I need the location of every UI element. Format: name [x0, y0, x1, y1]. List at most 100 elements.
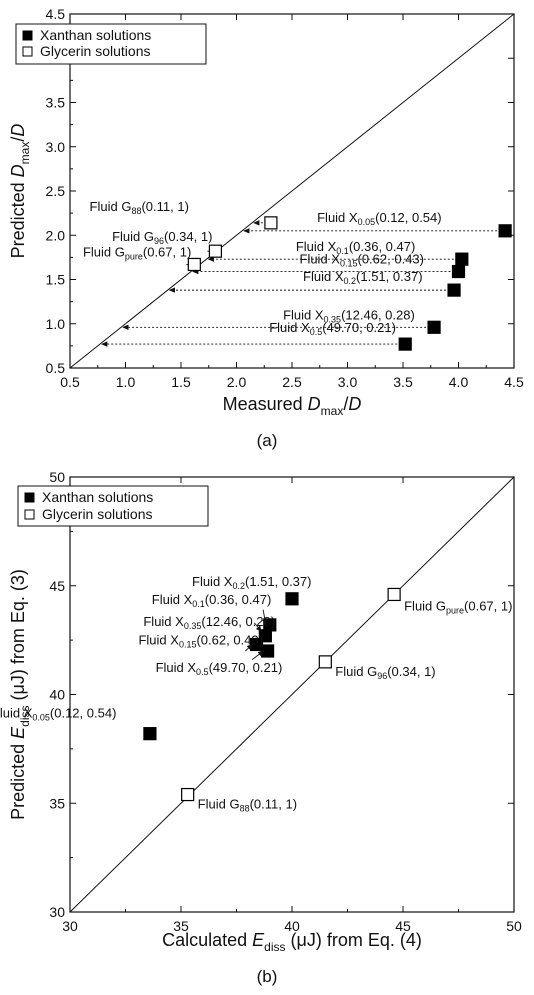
point-label: Fluid X0.15(0.62, 0.43)	[138, 632, 262, 649]
point-label-sub: 0.35	[184, 621, 202, 631]
point-label-sub: pure	[446, 605, 464, 615]
point-label-sub: 0.5	[196, 667, 209, 677]
point-label: Fluid Gpure(0.67, 1)	[404, 598, 512, 615]
point-label-sub: 88	[131, 206, 141, 216]
y-tick-label: 4.5	[46, 6, 66, 22]
label-leader-arrow	[253, 622, 262, 633]
xanthan-point	[447, 283, 461, 297]
point-label-params: (0.36, 0.47)	[349, 239, 416, 254]
point-label-sub: pure	[125, 251, 143, 261]
point-label-name: Fluid X	[317, 210, 358, 225]
point-label-sub: 0.2	[344, 276, 357, 286]
point-label-name: Fluid G	[83, 244, 125, 259]
x-axis-label-var: D	[308, 394, 321, 414]
x-axis-label-var: E	[252, 930, 265, 950]
point-label-name: Fluid X	[303, 269, 344, 284]
xanthan-point	[398, 337, 412, 351]
point-label-name: Fluid X	[152, 592, 193, 607]
x-axis-label: Calculated Ediss (μJ) from Eq. (4)	[162, 930, 422, 954]
y-axis-label: Predicted Dmax/D	[8, 124, 32, 259]
label-leader-arrow	[251, 650, 265, 661]
x-tick-label: 2.5	[282, 374, 302, 390]
point-label-sub: 88	[240, 804, 250, 814]
y-axis-label-rest: (μJ) from Eq. (3)	[8, 569, 28, 705]
chart-caption: (a)	[257, 431, 278, 450]
legend-entry: Glycerin solutions	[40, 43, 151, 59]
point-label-params: (0.62, 0.43)	[358, 252, 425, 267]
glycerin-point	[387, 587, 401, 602]
x-tick-label: 1.5	[171, 374, 191, 390]
y-tick-label: 3.0	[46, 139, 66, 155]
point-label: Fluid X0.1(0.36, 0.47)	[152, 592, 271, 609]
point-label-params: (49.70, 0.21)	[209, 660, 283, 675]
point-label-params: (0.36, 0.47)	[205, 592, 271, 607]
y-axis-label: Predicted Ediss (μJ) from Eq. (3)	[8, 569, 32, 820]
legend-open-square-icon	[22, 46, 33, 57]
glycerin-point	[318, 655, 332, 669]
point-label: Fluid G96(0.34, 1)	[112, 229, 212, 246]
chart-b: 30 35 40 45 50 30 35 40 45 50 Calculated Ediss (μJ…	[0, 469, 522, 986]
point-label-name: Fluid X	[138, 632, 179, 647]
x-tick-label: 0.5	[60, 374, 80, 390]
y-tick-label: 1.0	[46, 316, 66, 332]
x-tick-label: 40	[284, 918, 300, 934]
y-tick-label: 1.5	[46, 272, 66, 288]
point-label-params: (49.70, 0.21)	[322, 320, 396, 335]
point-label-sub: 0.15	[340, 259, 358, 269]
diagonal-line	[69, 476, 515, 913]
x-axis-label: Measured Dmax/D	[223, 394, 362, 418]
legend-entry: Xanthan solutions	[40, 27, 151, 43]
legend-open-square-icon	[24, 509, 35, 520]
point-label-sub: 0.15	[179, 639, 197, 649]
point-label-name: Fluid X	[156, 660, 197, 675]
y-axis-label-var: D	[8, 164, 28, 177]
point-label-sub: 0.05	[358, 217, 376, 227]
point-label: Fluid X0.1(0.36, 0.47)	[296, 239, 415, 256]
xanthan-point	[285, 592, 299, 606]
point-label-params: (12.46, 0.28)	[341, 307, 415, 322]
point-label-name: Fluid X	[143, 614, 184, 629]
point-label-params: (0.34, 1)	[387, 664, 435, 679]
y-tick-label: 50	[49, 469, 65, 485]
point-label-name: Fluid G	[90, 199, 132, 214]
glycerin-point	[208, 244, 223, 258]
point-label-name: Fluid X	[192, 574, 233, 589]
x-tick-label: 1.0	[116, 374, 136, 390]
point-label-sub: 0.1	[336, 246, 349, 256]
x-tick-label: 3.0	[338, 374, 358, 390]
xanthan-point	[451, 264, 466, 279]
x-tick-label: 3.5	[393, 374, 413, 390]
point-label-params: (0.34, 1)	[164, 229, 212, 244]
point-label-sub: 96	[154, 236, 164, 246]
y-axis-label-rest: /	[8, 137, 28, 142]
x-axis-label-pre: Measured	[223, 394, 308, 414]
chart-a: 0.5 1.0 1.5 2.0 2.5 3.0 3.5 4.0 4.5 0.5 1.0 1.5 2.0 2…	[8, 6, 524, 450]
point-label-params: (1.51, 0.37)	[356, 269, 423, 284]
xanthan-point	[498, 224, 512, 238]
x-tick-label: 2.0	[227, 374, 247, 390]
point-label: Fluid X0.2(1.51, 0.37)	[192, 574, 311, 591]
label-leader-arrow	[245, 643, 254, 652]
point-label-sub: 0.5	[310, 327, 323, 337]
x-tick-label: 4.0	[449, 374, 469, 390]
point-label-sub: 0.35	[324, 314, 342, 324]
xanthan-point	[427, 320, 441, 334]
y-axis-label-sub: diss	[18, 705, 32, 726]
point-label-name: Fluid X	[269, 320, 310, 335]
point-label-name: Fluid X	[296, 239, 337, 254]
point-label-name: Fluid G	[404, 598, 446, 613]
legend-box	[15, 23, 207, 65]
y-axis-label-pre: Predicted	[8, 177, 28, 258]
x-axis-label-rest: /	[343, 394, 348, 414]
y-tick-label: 45	[49, 578, 65, 594]
point-label: Fluid G96(0.34, 1)	[335, 664, 435, 681]
x-tick-label: 45	[395, 918, 411, 934]
glycerin-point	[264, 216, 278, 230]
point-label: Fluid G88(0.11, 1)	[90, 199, 189, 216]
x-tick-label: 30	[62, 918, 78, 934]
point-label: Fluid X0.05(0.12, 0.54)	[317, 210, 442, 227]
point-label-params: (0.67, 1)	[464, 598, 512, 613]
